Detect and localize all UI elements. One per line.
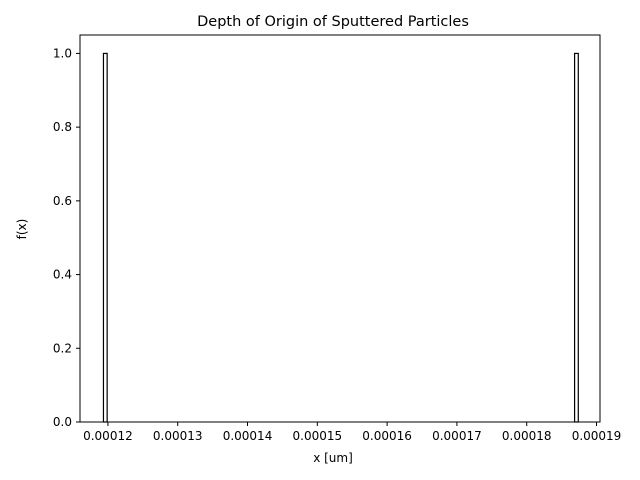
y-tick-label: 0.2 (53, 341, 72, 355)
x-tick-label: 0.00017 (432, 429, 482, 443)
y-tick-label: 1.0 (53, 46, 72, 60)
histogram-bar (573, 52, 579, 423)
histogram-bar (102, 52, 108, 423)
y-tick-label: 0.6 (53, 194, 72, 208)
bars-group (102, 52, 579, 423)
y-tick-label: 0.0 (53, 415, 72, 429)
x-tick-label: 0.00015 (293, 429, 343, 443)
x-tick-label: 0.00018 (502, 429, 552, 443)
x-axis-label: x [um] (313, 451, 353, 465)
y-axis-label: f(x) (15, 219, 29, 240)
y-axis: 0.0 0.2 0.4 0.6 0.8 1.0 (53, 46, 80, 429)
x-axis: 0.00012 0.00013 0.00014 0.00015 0.00016 0.000… (83, 422, 621, 443)
plot-frame (79, 34, 601, 423)
y-tick-label: 0.4 (53, 268, 72, 282)
x-tick-label: 0.00019 (572, 429, 622, 443)
x-tick-label: 0.00014 (223, 429, 273, 443)
x-tick-label: 0.00016 (362, 429, 412, 443)
x-tick-label: 0.00013 (153, 429, 203, 443)
y-tick-label: 0.8 (53, 120, 72, 134)
chart-title: Depth of Origin of Sputtered Particles (197, 14, 469, 30)
plot-area (79, 34, 601, 423)
x-tick-label: 0.00012 (83, 429, 133, 443)
